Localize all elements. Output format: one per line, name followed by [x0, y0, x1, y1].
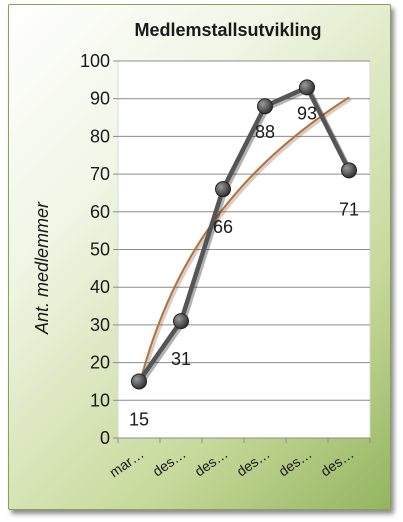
x-tick-label: des…: [150, 445, 189, 479]
data-label: 66: [213, 217, 233, 237]
data-point: [258, 99, 273, 114]
data-label: 15: [129, 409, 149, 429]
y-tick-label: 90: [90, 89, 110, 109]
chart-title: Medlemstallsutvikling: [134, 20, 321, 40]
y-tick-label: 0: [100, 428, 110, 448]
data-point: [342, 163, 357, 178]
y-tick-label: 100: [80, 51, 110, 71]
y-tick-label: 30: [90, 315, 110, 335]
data-label: 71: [339, 199, 359, 219]
y-tick-label: 70: [90, 164, 110, 184]
data-point: [132, 374, 147, 389]
data-label: 93: [297, 103, 317, 123]
data-label: 88: [255, 122, 275, 142]
data-point: [174, 314, 189, 329]
x-tick-label: des…: [318, 445, 357, 479]
x-tick-label: des…: [192, 445, 231, 479]
y-tick-label: 50: [90, 240, 110, 260]
data-label: 31: [171, 349, 191, 369]
x-tick-label: des…: [276, 445, 315, 479]
y-tick-label: 10: [90, 390, 110, 410]
y-tick-label: 80: [90, 126, 110, 146]
x-tick-labels: mar… des… des… des… des… des…: [106, 445, 356, 480]
data-point: [300, 80, 315, 95]
x-tick-label: des…: [234, 445, 273, 479]
y-axis-title: Ant. medlemmer: [32, 201, 52, 335]
data-point: [216, 182, 231, 197]
y-tick-label: 40: [90, 277, 110, 297]
y-tick-labels: 0 10 20 30 40 50 60 70 80 90 100: [80, 51, 110, 448]
y-tick-label: 60: [90, 202, 110, 222]
y-tick-label: 20: [90, 353, 110, 373]
x-tick-label: mar…: [106, 445, 146, 480]
